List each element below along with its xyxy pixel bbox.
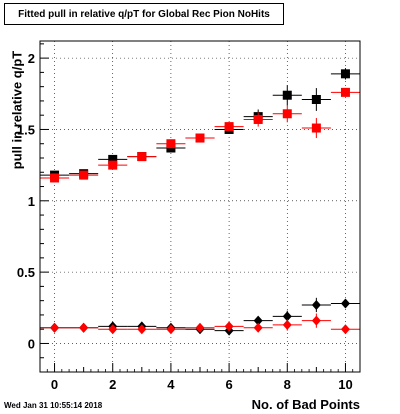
data-point-square: [50, 173, 60, 183]
data-point-diamond: [282, 319, 292, 330]
x-tick-label: 10: [338, 377, 352, 392]
x-tick-label: 0: [51, 377, 58, 392]
data-point-square: [224, 122, 234, 132]
data-point-diamond: [50, 322, 60, 333]
chart-title: Fitted pull in relative q/pT for Global …: [18, 8, 270, 20]
series-1: [40, 87, 360, 183]
y-tick-label: 2: [28, 51, 35, 66]
x-tick-label: 6: [225, 377, 232, 392]
data-point-diamond: [195, 322, 205, 333]
data-point-square: [166, 139, 176, 149]
data-point-diamond: [253, 315, 263, 326]
data-point-diamond: [340, 324, 350, 335]
data-point-square: [79, 170, 89, 180]
data-point-diamond: [166, 324, 176, 335]
data-point-square: [340, 69, 350, 79]
y-axis-label: pull in relative q/pT: [9, 50, 25, 170]
data-point-square: [253, 114, 263, 124]
data-point-square: [340, 87, 350, 97]
data-point-diamond: [282, 311, 292, 322]
data-point-diamond: [253, 322, 263, 333]
data-point-diamond: [311, 299, 321, 310]
data-point-square: [311, 123, 321, 133]
chart-title-box: Fitted pull in relative q/pT for Global …: [4, 3, 284, 25]
grid-layer: [40, 41, 360, 372]
data-point-diamond: [79, 322, 89, 333]
y-tick-label: 0: [28, 336, 35, 351]
series-layer: [40, 68, 360, 336]
x-tick-label: 4: [167, 377, 175, 392]
y-tick-label: 1.5: [17, 122, 35, 137]
data-point-square: [195, 133, 205, 143]
data-point-square: [311, 94, 321, 104]
y-tick-label: 0.5: [17, 265, 35, 280]
data-point-diamond: [108, 324, 118, 335]
x-axis-label: No. of Bad Points: [251, 397, 360, 412]
data-point-diamond: [224, 321, 234, 332]
data-point-square: [137, 152, 147, 162]
axis-layer: 0 2 4 6 8 10 0 0.5 1 1.5 2: [17, 40, 361, 392]
data-point-square: [282, 109, 292, 119]
x-tick-label: 2: [109, 377, 116, 392]
data-point-diamond: [340, 298, 350, 309]
plot-frame: [39, 40, 361, 373]
series-3: [40, 313, 360, 335]
data-point-square: [108, 160, 118, 170]
data-point-diamond: [137, 324, 147, 335]
data-point-diamond: [311, 315, 321, 326]
timestamp: Wed Jan 31 10:55:14 2018: [4, 401, 103, 410]
y-tick-label: 1: [28, 194, 35, 209]
data-point-square: [282, 90, 292, 100]
data-point-square: [108, 154, 118, 164]
x-tick-label: 8: [284, 377, 291, 392]
